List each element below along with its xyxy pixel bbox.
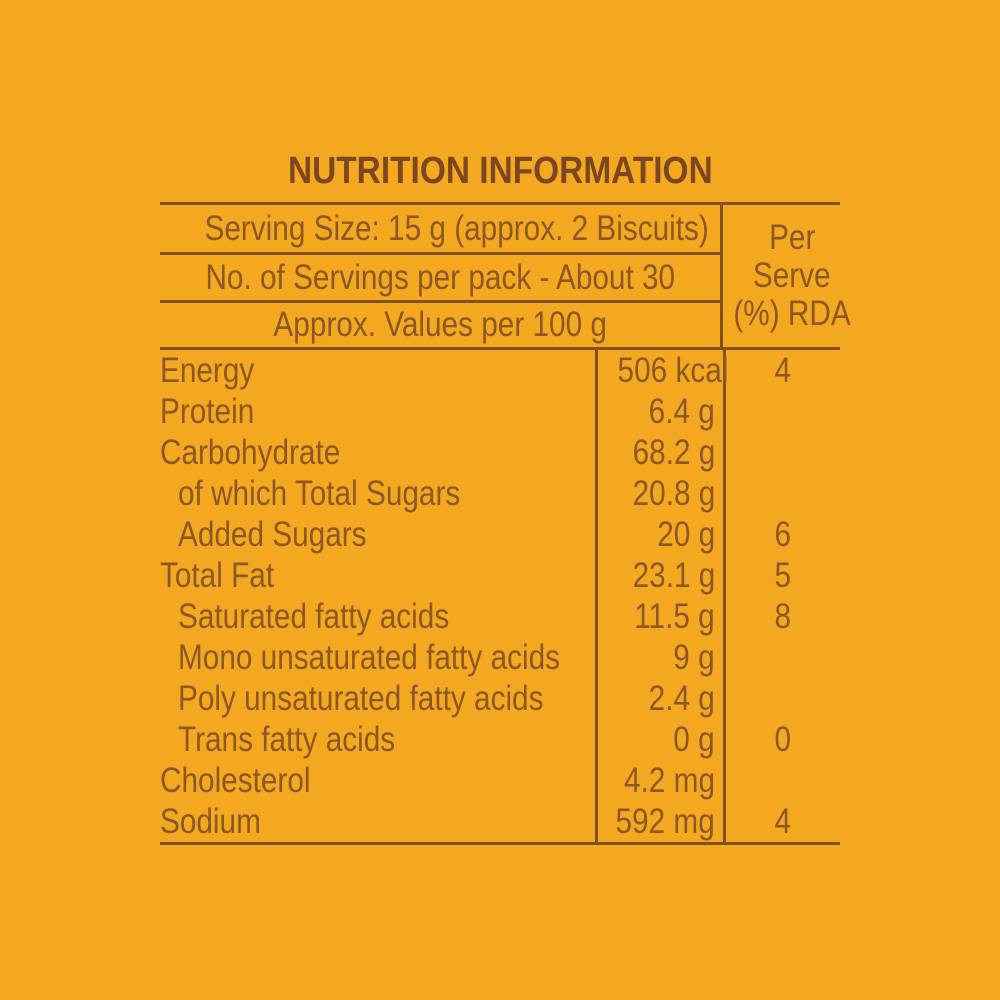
nutrient-value: 6.4 g [598, 391, 723, 432]
nutrient-name-text: Sodium [160, 802, 261, 841]
nutrient-rda [726, 678, 840, 719]
nutrient-rda: 4 [726, 801, 840, 842]
nutrient-value: 20.8 g [598, 473, 723, 514]
nutrient-value: 2.4 g [598, 678, 723, 719]
nutrient-name: Total Fat [160, 555, 595, 596]
per-serve-line-3: (%) RDA [723, 295, 861, 333]
per-serve-text-1: Per [768, 218, 816, 257]
nutrient-value: 4.2 mg [598, 760, 723, 801]
nutrient-name: Poly unsaturated fatty acids [160, 678, 595, 719]
nutrient-name: Protein [160, 391, 595, 432]
nutrient-name-text: Trans fatty acids [178, 720, 396, 759]
table-header-left: Serving Size: 15 g (approx. 2 Biscuits) … [160, 205, 723, 347]
nutrient-name: of which Total Sugars [160, 473, 595, 514]
table-body: Energy Protein Carbohydrate of which Tot… [160, 350, 840, 845]
nutrient-value: 23.1 g [598, 555, 723, 596]
nutrient-value-text: 2.4 g [648, 679, 715, 718]
nutrient-rda [726, 760, 840, 801]
nutrient-name: Trans fatty acids [160, 719, 595, 760]
nutrient-name-text: Total Fat [160, 556, 275, 595]
nutrient-name: Sodium [160, 801, 595, 842]
nutrient-value: 68.2 g [598, 432, 723, 473]
nutrient-value-text: 506 kcal [617, 351, 729, 390]
nutrient-value: 9 g [598, 637, 723, 678]
servings-per-pack-row: No. of Servings per pack - About 30 [160, 255, 720, 303]
page-title-text: NUTRITION INFORMATION [287, 150, 713, 192]
nutrient-name-text: Added Sugars [178, 515, 367, 554]
table-header: Serving Size: 15 g (approx. 2 Biscuits) … [160, 202, 851, 350]
approx-values-text: Approx. Values per 100 g [273, 305, 607, 344]
nutrient-value-text: 23.1 g [632, 556, 715, 595]
nutrient-rda-text: 0 [774, 720, 792, 759]
nutrient-name-text: Poly unsaturated fatty acids [178, 679, 544, 718]
nutrient-value: 592 mg [598, 801, 723, 842]
rda-percent-column: 4 6 5 8 0 4 [726, 350, 840, 842]
per-serve-text-3: (%) RDA [733, 294, 851, 333]
nutrient-value: 11.5 g [598, 596, 723, 637]
nutrient-name: Carbohydrate [160, 432, 595, 473]
nutrient-value-column: 506 kcal 6.4 g 68.2 g 20.8 g 20 g 23.1 g… [598, 350, 729, 842]
nutrient-name-text: of which Total Sugars [178, 474, 461, 513]
nutrient-rda: 4 [726, 350, 840, 391]
nutrient-value: 20 g [598, 514, 723, 555]
nutrient-name: Mono unsaturated fatty acids [160, 637, 595, 678]
nutrient-value-text: 592 mg [615, 802, 715, 841]
per-serve-text-2: Serve [753, 256, 831, 295]
per-serve-line-1: Per [723, 219, 861, 257]
per-serve-rda-header: Per Serve (%) RDA [723, 205, 861, 347]
page-title: NUTRITION INFORMATION [160, 148, 840, 194]
nutrient-value-text: 4.2 mg [624, 761, 715, 800]
nutrient-name-text: Mono unsaturated fatty acids [178, 638, 561, 677]
nutrient-name-column: Energy Protein Carbohydrate of which Tot… [160, 350, 598, 842]
nutrient-value-text: 20.8 g [632, 474, 715, 513]
nutrient-value: 0 g [598, 719, 723, 760]
nutrient-rda: 8 [726, 596, 840, 637]
nutrient-rda [726, 432, 840, 473]
nutrient-name-text: Protein [160, 392, 255, 431]
nutrient-value-text: 20 g [657, 515, 715, 554]
nutrient-rda-text: 4 [774, 802, 792, 841]
nutrient-name-text: Carbohydrate [160, 433, 341, 472]
nutrient-name-text: Energy [160, 351, 255, 390]
servings-per-pack-text: No. of Servings per pack - About 30 [205, 258, 675, 297]
nutrient-name: Added Sugars [160, 514, 595, 555]
nutrient-rda [726, 473, 840, 514]
nutrient-rda: 0 [726, 719, 840, 760]
nutrient-name: Cholesterol [160, 760, 595, 801]
nutrient-rda-text: 6 [774, 515, 792, 554]
nutrient-rda [726, 637, 840, 678]
nutrient-value-text: 0 g [673, 720, 715, 759]
nutrient-value-text: 68.2 g [632, 433, 715, 472]
nutrient-rda [726, 391, 840, 432]
serving-size-row: Serving Size: 15 g (approx. 2 Biscuits) [160, 205, 720, 255]
nutrient-rda: 6 [726, 514, 840, 555]
nutrient-rda-text: 8 [774, 597, 792, 636]
nutrient-name: Saturated fatty acids [160, 596, 595, 637]
nutrient-name: Energy [160, 350, 595, 391]
approx-values-row: Approx. Values per 100 g [160, 303, 720, 347]
nutrient-name-text: Saturated fatty acids [178, 597, 450, 636]
nutrient-rda: 5 [726, 555, 840, 596]
nutrient-value-text: 6.4 g [648, 392, 715, 431]
per-serve-line-2: Serve [723, 257, 861, 295]
nutrient-rda-text: 4 [774, 351, 792, 390]
nutrient-rda-text: 5 [774, 556, 792, 595]
nutrient-value: 506 kcal [598, 350, 729, 391]
nutrient-value-text: 9 g [673, 638, 715, 677]
nutrient-name-text: Cholesterol [160, 761, 311, 800]
serving-size-text: Serving Size: 15 g (approx. 2 Biscuits) [204, 209, 709, 248]
nutrient-value-text: 11.5 g [634, 597, 715, 636]
nutrition-table: Serving Size: 15 g (approx. 2 Biscuits) … [160, 202, 851, 845]
